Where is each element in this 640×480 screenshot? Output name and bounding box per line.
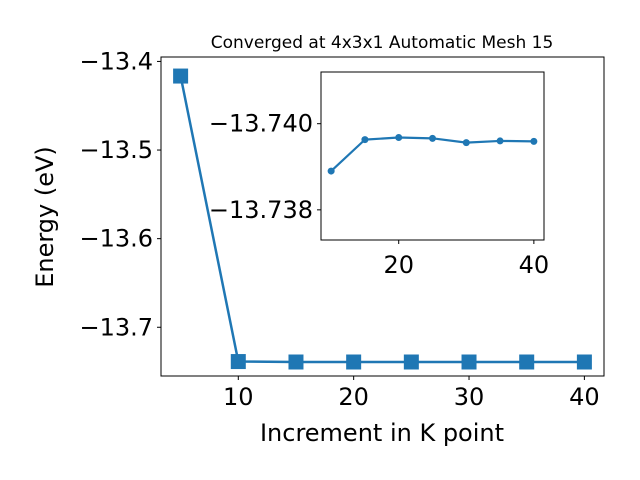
inset-axes: 20 40 −13.738 −13.740 bbox=[209, 71, 550, 279]
main-y-tick-label: −13.6 bbox=[79, 225, 153, 253]
inset-data-point bbox=[361, 136, 369, 144]
main-data-point bbox=[230, 354, 246, 370]
inset-data-point bbox=[496, 137, 504, 145]
inset-data-point bbox=[395, 133, 403, 141]
main-data-point bbox=[461, 354, 477, 370]
inset-plot-background bbox=[321, 72, 544, 240]
main-y-tick-label: −13.5 bbox=[79, 136, 153, 164]
main-y-tick-label: −13.4 bbox=[79, 47, 153, 75]
inset-plot-frame bbox=[320, 71, 545, 241]
inset-data-point bbox=[530, 137, 538, 145]
inset-y-tick-label: −13.740 bbox=[209, 110, 313, 138]
main-data-point bbox=[288, 354, 304, 370]
main-x-tick-label: 30 bbox=[454, 383, 485, 411]
main-y-tick-label: −13.7 bbox=[79, 313, 153, 341]
main-data-point bbox=[403, 354, 419, 370]
main-axes: 10 20 30 40 −13.4 −13.5 −13.6 −13.7 bbox=[79, 47, 605, 411]
main-x-tick-label: 10 bbox=[223, 383, 254, 411]
main-x-tick-label: 40 bbox=[569, 383, 600, 411]
main-data-point bbox=[519, 354, 535, 370]
inset-y-tick-label: −13.738 bbox=[209, 196, 313, 224]
inset-x-tick-label: 20 bbox=[383, 251, 414, 279]
main-series-line bbox=[179, 75, 585, 364]
chart-title: Converged at 4x3x1 Automatic Mesh 15 bbox=[211, 33, 554, 53]
inset-data-point bbox=[462, 139, 470, 147]
x-axis-label: Increment in K point bbox=[260, 419, 504, 447]
y-axis-label: Energy (eV) bbox=[31, 146, 59, 288]
main-x-tick-label: 20 bbox=[338, 383, 369, 411]
main-data-point bbox=[576, 354, 592, 370]
main-data-point bbox=[173, 68, 189, 84]
inset-data-point bbox=[327, 167, 335, 175]
inset-x-tick-label: 40 bbox=[519, 251, 550, 279]
main-plot-frame bbox=[160, 56, 605, 377]
main-data-point bbox=[346, 354, 362, 370]
inset-data-point bbox=[429, 134, 436, 142]
